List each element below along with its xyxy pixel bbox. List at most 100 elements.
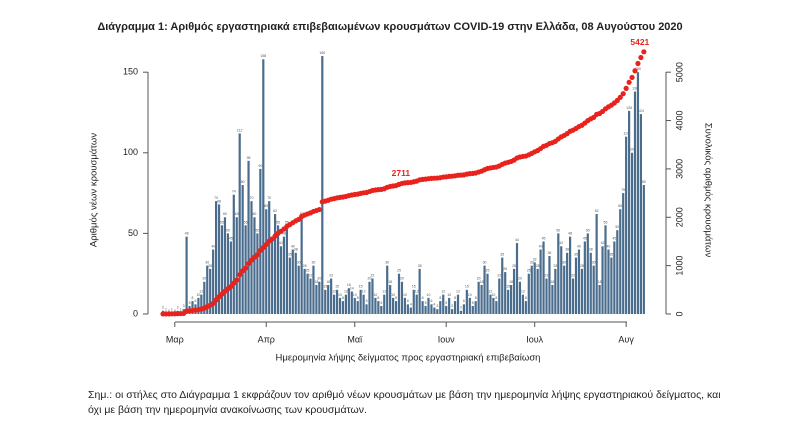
bar-value-label: 35 [500, 252, 504, 256]
bar [442, 294, 445, 314]
bar-value-label: 10 [468, 293, 472, 297]
bar-value-label: 18 [550, 280, 554, 284]
line-point [623, 85, 629, 91]
bar [495, 301, 498, 314]
y-tick-label: 50 [128, 228, 138, 238]
bar [489, 294, 492, 314]
bar-value-label: 55 [220, 220, 224, 224]
bar-value-label: 22 [571, 273, 575, 277]
bar [480, 284, 483, 314]
bar-value-label: 28 [512, 264, 516, 268]
bar [607, 249, 610, 314]
bar [333, 294, 336, 314]
bar [223, 217, 227, 314]
bar [633, 91, 637, 314]
bar [235, 217, 238, 314]
x-tick-label: Αυγ [618, 334, 634, 344]
bar [265, 209, 268, 314]
bar-value-label: 20 [400, 277, 404, 281]
bar-value-label: 18 [326, 280, 330, 284]
bar-value-label: 12 [344, 290, 348, 294]
bar-value-label: 40 [291, 244, 295, 248]
bar [362, 294, 365, 314]
x-tick-label: Ιουν [438, 334, 455, 344]
bar [386, 265, 389, 314]
bar [318, 281, 321, 314]
bar [306, 273, 309, 314]
bar-value-label: 70 [267, 196, 271, 200]
bar-value-label: 70 [214, 196, 218, 200]
line-value-label: 5421 [630, 37, 649, 47]
bar-value-label: 6 [407, 299, 409, 303]
bar-value-label: 52 [615, 225, 619, 229]
line-point [620, 91, 626, 97]
bar-value-label: 12 [332, 290, 336, 294]
bar [566, 252, 569, 314]
bar [430, 304, 433, 314]
bar [377, 301, 380, 314]
bar-value-label: 40 [539, 244, 543, 248]
bar-value-label: 28 [536, 264, 540, 268]
bar [247, 160, 250, 314]
line-point [617, 94, 623, 100]
bar [465, 289, 468, 314]
bar-value-label: 25 [397, 269, 401, 273]
bar [418, 268, 421, 314]
bar-value-label: 16 [347, 283, 351, 287]
bar [268, 201, 271, 314]
bar-value-label: 5 [472, 301, 474, 305]
bar-value-label: 42 [601, 241, 605, 245]
bar-value-label: 0 [168, 309, 170, 313]
bar-value-label: 40 [577, 244, 581, 248]
bar [380, 305, 383, 314]
line-point [245, 260, 252, 267]
bar [400, 281, 404, 314]
bar [368, 281, 371, 314]
bar [486, 273, 489, 314]
bar [291, 249, 294, 314]
bar [533, 262, 536, 314]
bar [524, 301, 527, 314]
bar-value-label: 8 [495, 296, 497, 300]
chart-title: Διάγραμμα 1: Αριθμός εργαστηριακά επιβεβ… [97, 21, 682, 33]
bar [530, 265, 533, 314]
bar [238, 133, 241, 314]
bar [203, 281, 206, 314]
bar-value-label: 22 [497, 273, 501, 277]
bar [288, 257, 291, 314]
bar-value-label: 18 [314, 280, 318, 284]
bar-value-label: 138 [632, 86, 638, 90]
bar-value-label: 35 [574, 252, 578, 256]
bar [347, 288, 350, 314]
bar-value-label: 32 [533, 257, 537, 261]
line-point [210, 300, 216, 307]
bar-value-label: 35 [288, 252, 292, 256]
bar [424, 305, 427, 314]
y-tick-label: 0 [133, 308, 138, 318]
bar-value-label: 28 [208, 264, 212, 268]
bar-value-label: 38 [589, 248, 593, 252]
bar-value-label: 3 [436, 304, 438, 308]
bar-value-label: 50 [586, 228, 590, 232]
bar-value-label: 30 [297, 261, 301, 265]
bar [592, 265, 595, 314]
bar-value-label: 90 [258, 164, 262, 168]
bar [279, 246, 283, 314]
bar-value-label: 40 [606, 244, 610, 248]
bar-value-label: 80 [241, 180, 245, 184]
bar [512, 268, 516, 314]
bar [548, 255, 551, 314]
bar [545, 278, 548, 314]
y2-tick-label: 5000 [674, 62, 684, 82]
bar-value-label: 8 [192, 296, 194, 300]
bar-value-label: 35 [609, 252, 613, 256]
bar [474, 301, 477, 314]
line-point [254, 252, 260, 258]
bar [642, 185, 645, 314]
bar-value-label: 25 [486, 269, 490, 273]
bar [498, 278, 501, 314]
bar [253, 217, 256, 314]
bar-value-label: 42 [559, 241, 563, 245]
footnote: Σημ.: οι στήλες στο Διάγραμμα 1 εκφράζου… [88, 389, 721, 416]
bar-value-label: 6 [430, 299, 432, 303]
